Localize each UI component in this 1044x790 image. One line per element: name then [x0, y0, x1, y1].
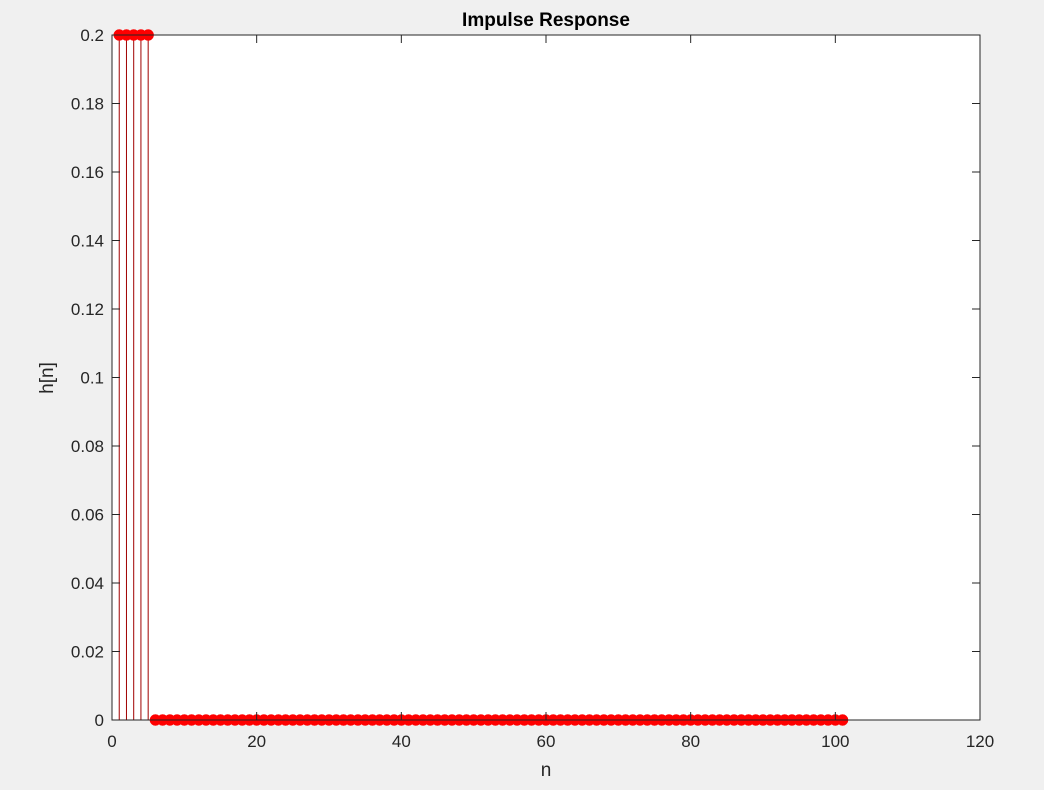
x-tick-label: 120 [966, 732, 994, 751]
x-axis-label: n [541, 760, 552, 781]
chart-title: Impulse Response [462, 10, 630, 31]
x-tick-label: 80 [681, 732, 700, 751]
y-tick-label: 0.16 [71, 163, 104, 182]
y-tick-label: 0.14 [71, 232, 104, 251]
y-tick-label: 0.04 [71, 574, 104, 593]
x-tick-label: 20 [247, 732, 266, 751]
x-ticks: 0 20 40 60 80 100 120 [107, 35, 994, 751]
y-ticks: 0 0.02 0.04 0.06 0.08 0.1 0.12 0.14 0.16 0.18 0.2 [71, 26, 980, 730]
y-tick-label: 0.1 [80, 369, 104, 388]
y-tick-label: 0.06 [71, 506, 104, 525]
x-tick-label: 40 [392, 732, 411, 751]
x-tick-label: 60 [537, 732, 556, 751]
y-tick-label: 0 [95, 711, 104, 730]
y-tick-label: 0.12 [71, 300, 104, 319]
y-tick-label: 0.2 [80, 26, 104, 45]
y-axis-label: h[n] [37, 362, 58, 394]
x-tick-label: 100 [821, 732, 849, 751]
axes-background [112, 35, 980, 720]
y-tick-label: 0.08 [71, 437, 104, 456]
x-tick-label: 0 [107, 732, 116, 751]
stems-layer [118, 35, 149, 720]
y-tick-label: 0.18 [71, 95, 104, 114]
y-tick-label: 0.02 [71, 643, 104, 662]
